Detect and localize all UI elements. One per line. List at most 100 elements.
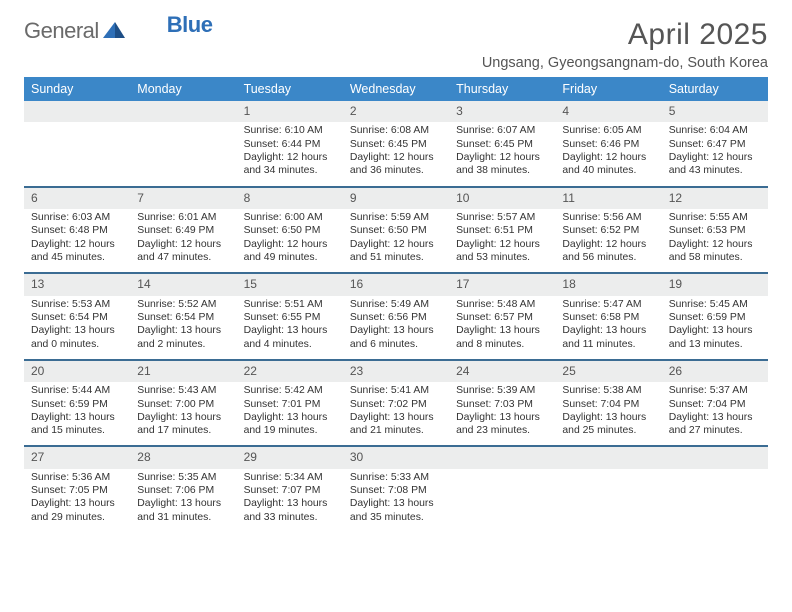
day-number: 26 bbox=[662, 361, 768, 382]
daylight-line: Daylight: 13 hours and 11 minutes. bbox=[562, 324, 654, 351]
day-cell-body bbox=[662, 469, 768, 532]
week-number-row: 6789101112 bbox=[24, 187, 768, 209]
sunset-line: Sunset: 6:55 PM bbox=[244, 311, 336, 324]
sunrise-line: Sunrise: 5:55 AM bbox=[669, 211, 761, 224]
day-details: Sunrise: 5:45 AMSunset: 6:59 PMDaylight:… bbox=[662, 296, 768, 359]
daylight-line: Daylight: 12 hours and 47 minutes. bbox=[137, 238, 229, 265]
day-details bbox=[24, 122, 130, 178]
sunrise-line: Sunrise: 5:59 AM bbox=[350, 211, 442, 224]
sunset-line: Sunset: 7:07 PM bbox=[244, 484, 336, 497]
day-number: 13 bbox=[24, 274, 130, 295]
day-number: 9 bbox=[343, 188, 449, 209]
daylight-line: Daylight: 13 hours and 6 minutes. bbox=[350, 324, 442, 351]
weekday-header: Saturday bbox=[662, 77, 768, 101]
day-cell-body bbox=[555, 469, 661, 532]
day-cell-body: Sunrise: 6:03 AMSunset: 6:48 PMDaylight:… bbox=[24, 209, 130, 273]
sunrise-line: Sunrise: 5:42 AM bbox=[244, 384, 336, 397]
day-details: Sunrise: 5:49 AMSunset: 6:56 PMDaylight:… bbox=[343, 296, 449, 359]
sunrise-line: Sunrise: 5:57 AM bbox=[456, 211, 548, 224]
day-details: Sunrise: 6:00 AMSunset: 6:50 PMDaylight:… bbox=[237, 209, 343, 272]
day-details: Sunrise: 5:57 AMSunset: 6:51 PMDaylight:… bbox=[449, 209, 555, 272]
day-details: Sunrise: 5:34 AMSunset: 7:07 PMDaylight:… bbox=[237, 469, 343, 532]
day-cell-body: Sunrise: 6:00 AMSunset: 6:50 PMDaylight:… bbox=[237, 209, 343, 273]
day-number: 6 bbox=[24, 188, 130, 209]
day-number: 24 bbox=[449, 361, 555, 382]
page: General Blue April 2025 Ungsang, Gyeongs… bbox=[0, 0, 792, 612]
sunrise-line: Sunrise: 5:34 AM bbox=[244, 471, 336, 484]
sunrise-line: Sunrise: 5:48 AM bbox=[456, 298, 548, 311]
sunrise-line: Sunrise: 5:51 AM bbox=[244, 298, 336, 311]
day-number: 11 bbox=[555, 188, 661, 209]
sunrise-line: Sunrise: 5:45 AM bbox=[669, 298, 761, 311]
sunrise-line: Sunrise: 6:01 AM bbox=[137, 211, 229, 224]
sunrise-line: Sunrise: 5:44 AM bbox=[31, 384, 123, 397]
sunset-line: Sunset: 6:59 PM bbox=[669, 311, 761, 324]
day-cell-header: 14 bbox=[130, 273, 236, 295]
sunset-line: Sunset: 6:44 PM bbox=[244, 138, 336, 151]
day-number: 5 bbox=[662, 101, 768, 122]
sunrise-line: Sunrise: 5:35 AM bbox=[137, 471, 229, 484]
day-details: Sunrise: 5:36 AMSunset: 7:05 PMDaylight:… bbox=[24, 469, 130, 532]
day-details: Sunrise: 5:52 AMSunset: 6:54 PMDaylight:… bbox=[130, 296, 236, 359]
daylight-line: Daylight: 12 hours and 51 minutes. bbox=[350, 238, 442, 265]
week-text-row: Sunrise: 5:53 AMSunset: 6:54 PMDaylight:… bbox=[24, 296, 768, 360]
day-details: Sunrise: 6:04 AMSunset: 6:47 PMDaylight:… bbox=[662, 122, 768, 185]
day-details bbox=[130, 122, 236, 178]
day-cell-body: Sunrise: 6:10 AMSunset: 6:44 PMDaylight:… bbox=[237, 122, 343, 186]
day-cell-header: 5 bbox=[662, 101, 768, 122]
day-cell-header: 10 bbox=[449, 187, 555, 209]
day-cell-body: Sunrise: 5:43 AMSunset: 7:00 PMDaylight:… bbox=[130, 382, 236, 446]
daylight-line: Daylight: 12 hours and 56 minutes. bbox=[562, 238, 654, 265]
sunrise-line: Sunrise: 5:38 AM bbox=[562, 384, 654, 397]
day-cell-header: 17 bbox=[449, 273, 555, 295]
day-cell-body bbox=[449, 469, 555, 532]
day-cell-body: Sunrise: 5:44 AMSunset: 6:59 PMDaylight:… bbox=[24, 382, 130, 446]
day-cell-header: 2 bbox=[343, 101, 449, 122]
day-number: 2 bbox=[343, 101, 449, 122]
day-cell-header bbox=[449, 446, 555, 468]
day-cell-body: Sunrise: 5:33 AMSunset: 7:08 PMDaylight:… bbox=[343, 469, 449, 532]
day-number: 18 bbox=[555, 274, 661, 295]
sunrise-line: Sunrise: 6:00 AM bbox=[244, 211, 336, 224]
daylight-line: Daylight: 12 hours and 45 minutes. bbox=[31, 238, 123, 265]
sunset-line: Sunset: 6:50 PM bbox=[350, 224, 442, 237]
weekday-header: Tuesday bbox=[237, 77, 343, 101]
daylight-line: Daylight: 13 hours and 25 minutes. bbox=[562, 411, 654, 438]
day-cell-header: 26 bbox=[662, 360, 768, 382]
day-cell-header: 30 bbox=[343, 446, 449, 468]
day-cell-header: 13 bbox=[24, 273, 130, 295]
day-cell-body: Sunrise: 5:45 AMSunset: 6:59 PMDaylight:… bbox=[662, 296, 768, 360]
day-cell-header: 18 bbox=[555, 273, 661, 295]
day-details bbox=[662, 469, 768, 525]
day-cell-header: 28 bbox=[130, 446, 236, 468]
weekday-header: Wednesday bbox=[343, 77, 449, 101]
week-number-row: 13141516171819 bbox=[24, 273, 768, 295]
day-cell-header: 22 bbox=[237, 360, 343, 382]
week-text-row: Sunrise: 5:36 AMSunset: 7:05 PMDaylight:… bbox=[24, 469, 768, 532]
day-cell-header: 1 bbox=[237, 101, 343, 122]
week-text-row: Sunrise: 5:44 AMSunset: 6:59 PMDaylight:… bbox=[24, 382, 768, 446]
day-details: Sunrise: 6:05 AMSunset: 6:46 PMDaylight:… bbox=[555, 122, 661, 185]
sunset-line: Sunset: 7:02 PM bbox=[350, 398, 442, 411]
day-cell-header: 21 bbox=[130, 360, 236, 382]
day-cell-body: Sunrise: 5:53 AMSunset: 6:54 PMDaylight:… bbox=[24, 296, 130, 360]
sunset-line: Sunset: 7:04 PM bbox=[562, 398, 654, 411]
title-block: April 2025 Ungsang, Gyeongsangnam-do, So… bbox=[482, 18, 768, 71]
page-subtitle: Ungsang, Gyeongsangnam-do, South Korea bbox=[482, 55, 768, 71]
header: General Blue April 2025 Ungsang, Gyeongs… bbox=[24, 18, 768, 71]
sunrise-line: Sunrise: 5:33 AM bbox=[350, 471, 442, 484]
day-cell-header bbox=[555, 446, 661, 468]
sunset-line: Sunset: 6:47 PM bbox=[669, 138, 761, 151]
day-cell-body: Sunrise: 5:51 AMSunset: 6:55 PMDaylight:… bbox=[237, 296, 343, 360]
page-title: April 2025 bbox=[482, 18, 768, 52]
day-cell-header bbox=[24, 101, 130, 122]
day-cell-header: 8 bbox=[237, 187, 343, 209]
day-cell-header: 4 bbox=[555, 101, 661, 122]
day-number bbox=[449, 447, 555, 468]
day-cell-header bbox=[130, 101, 236, 122]
day-cell-body: Sunrise: 5:42 AMSunset: 7:01 PMDaylight:… bbox=[237, 382, 343, 446]
weekday-header: Monday bbox=[130, 77, 236, 101]
day-cell-body: Sunrise: 5:34 AMSunset: 7:07 PMDaylight:… bbox=[237, 469, 343, 532]
sunset-line: Sunset: 7:06 PM bbox=[137, 484, 229, 497]
daylight-line: Daylight: 12 hours and 53 minutes. bbox=[456, 238, 548, 265]
